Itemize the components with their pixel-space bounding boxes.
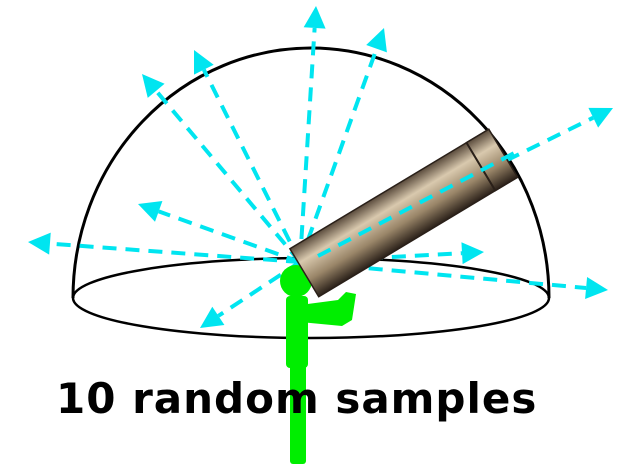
- ray-arrowhead-2: [138, 201, 163, 222]
- ray-4: [202, 68, 302, 263]
- ray-arrowhead-5: [303, 6, 326, 29]
- ray-arrowhead-9: [585, 277, 608, 299]
- caption-text: 10 random samples: [56, 374, 538, 423]
- ray-2: [158, 209, 301, 264]
- ray-arrowhead-7: [588, 107, 613, 128]
- observer-arm: [300, 292, 356, 326]
- ray-arrowhead-8: [461, 242, 484, 265]
- ray-arrowhead-6: [366, 28, 387, 53]
- ray-arrowheads: [28, 6, 613, 328]
- ray-arrowhead-4: [194, 50, 214, 75]
- ray-arrowhead-10: [200, 306, 225, 328]
- ray-6: [298, 48, 379, 263]
- ray-through-telescope: [317, 148, 521, 258]
- ray-arrowhead-3: [142, 74, 165, 98]
- ray-arrowhead-1: [28, 232, 51, 255]
- observer-leg: [290, 360, 306, 464]
- ray-3: [154, 89, 302, 264]
- hemisphere-dome-outline: [71, 46, 551, 299]
- ray-10: [217, 260, 302, 318]
- ray-1: [49, 241, 301, 264]
- ray-5: [298, 27, 317, 263]
